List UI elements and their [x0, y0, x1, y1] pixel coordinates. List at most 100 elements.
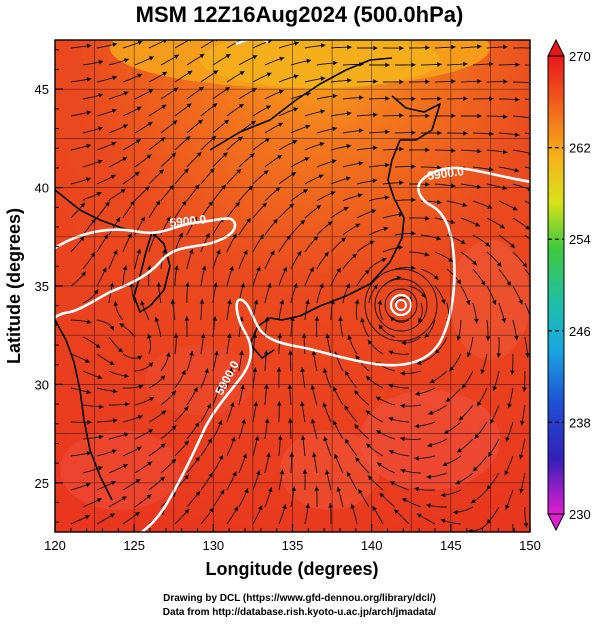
streamline-arrowhead: [510, 370, 515, 375]
streamline-arrowhead: [341, 237, 346, 243]
streamline-arrowhead: [97, 374, 103, 380]
colorbar-tick-label: 246: [569, 324, 591, 339]
streamline-arrowhead: [194, 422, 200, 428]
streamline-arrowhead: [477, 148, 482, 154]
streamline-arrowhead: [268, 487, 273, 493]
streamline-arrowhead: [399, 180, 404, 186]
y-tick-label: 40: [35, 181, 49, 196]
streamline-arrowhead: [324, 251, 329, 257]
streamline-arrowhead: [373, 45, 378, 51]
streamline-arrowhead: [394, 509, 399, 515]
streamline-arrowhead: [331, 159, 337, 164]
streamline-arrowhead: [278, 89, 284, 95]
streamline-arrowhead: [537, 404, 542, 408]
streamline-arrowhead: [112, 418, 118, 423]
streamline-arrowhead: [149, 397, 155, 402]
streamline-arrowhead: [343, 207, 349, 212]
streamline-arrowhead: [544, 538, 548, 543]
streamline-arrowhead: [566, 100, 571, 105]
streamline-arrowhead: [97, 159, 103, 165]
streamline-arrowhead: [86, 43, 92, 49]
streamline-arrowhead: [111, 108, 117, 114]
streamline-arrowhead: [323, 368, 328, 374]
streamline-arrowhead: [282, 504, 287, 510]
streamline-arrowhead: [440, 518, 446, 524]
streamline-arrowhead: [372, 145, 378, 151]
contour-label: 5900.0: [426, 164, 465, 183]
streamline-arrowhead: [381, 257, 387, 263]
streamline-arrowhead: [309, 267, 314, 273]
streamline-arrowhead: [320, 43, 326, 48]
streamline-arrowhead: [181, 370, 186, 375]
streamline-arrowhead: [113, 249, 118, 255]
streamline-arrowhead: [371, 209, 377, 214]
streamline-arrowhead: [505, 504, 510, 510]
streamline-arrowhead: [239, 71, 245, 76]
streamline-arrowhead: [109, 360, 115, 365]
streamline-arrowhead: [323, 436, 328, 442]
streamline-arrowhead: [136, 106, 142, 111]
streamline-arrowhead: [208, 472, 213, 478]
streamline-arrowhead: [160, 375, 166, 381]
streamline-arrowhead: [90, 252, 95, 258]
streamline-arrowhead: [485, 336, 491, 341]
streamline-arrowhead: [503, 44, 508, 50]
streamline-arrowhead: [86, 77, 92, 82]
streamline-arrowhead: [122, 265, 128, 271]
streamline-arrowhead: [355, 457, 360, 463]
streamline-arrowhead: [134, 171, 140, 177]
streamline-arrowhead: [237, 136, 243, 142]
streamline-arrowhead: [79, 236, 85, 242]
streamline-arrowhead: [411, 130, 416, 135]
streamline: [200, 40, 216, 49]
streamline-arrowhead: [231, 436, 236, 442]
streamline-arrowhead: [539, 370, 544, 375]
streamline-arrowhead: [377, 299, 382, 305]
streamline-arrowhead: [411, 96, 416, 102]
streamline-arrowhead: [458, 415, 464, 421]
streamline-arrowhead: [388, 450, 394, 455]
streamline-arrowhead: [372, 178, 378, 184]
streamline-arrowhead: [488, 166, 494, 172]
streamline-arrowhead: [166, 216, 171, 222]
streamline-arrowhead: [426, 503, 432, 508]
colorbar-tick-label: 254: [569, 232, 591, 247]
streamline-arrowhead: [322, 402, 328, 408]
streamline-arrowhead: [357, 193, 363, 198]
streamline-arrowhead: [367, 339, 373, 345]
streamline-arrowhead: [520, 420, 525, 426]
streamline-arrowhead: [160, 443, 166, 449]
x-tick-label: 120: [44, 538, 66, 553]
streamline-arrowhead: [135, 479, 141, 484]
streamline-arrowhead: [238, 104, 244, 109]
streamline-arrowhead: [515, 97, 520, 102]
y-axis-label: Latitude (degrees): [4, 208, 24, 364]
streamline: [539, 490, 541, 511]
streamline-arrowhead: [325, 469, 330, 475]
streamline-arrowhead: [192, 216, 197, 222]
streamline-arrowhead: [155, 200, 161, 206]
streamline-arrowhead: [347, 78, 352, 83]
streamline-arrowhead: [385, 129, 390, 135]
streamline-arrowhead: [472, 466, 478, 472]
streamline-arrowhead: [137, 355, 143, 361]
streamline-arrowhead: [375, 396, 381, 401]
colorbar-top-arrow: [547, 38, 565, 57]
x-tick-label: 145: [440, 538, 462, 553]
streamline-arrowhead: [424, 251, 430, 257]
streamline-arrowhead: [485, 242, 491, 247]
streamline-arrowhead: [410, 265, 416, 271]
streamline-arrowhead: [492, 386, 498, 391]
streamline-arrowhead: [425, 215, 430, 221]
x-tick-label: 150: [519, 538, 541, 553]
streamline-arrowhead: [148, 89, 154, 94]
streamline-arrowhead: [496, 261, 502, 267]
streamline: [539, 320, 546, 340]
streamline-arrowhead: [449, 366, 454, 372]
streamline-arrowhead: [314, 486, 320, 491]
streamline-arrowhead: [137, 40, 143, 45]
streamline-arrowhead: [463, 130, 468, 136]
streamline-arrowhead: [502, 149, 508, 155]
streamline-arrowhead: [138, 384, 144, 390]
streamline-arrowhead: [318, 174, 324, 179]
